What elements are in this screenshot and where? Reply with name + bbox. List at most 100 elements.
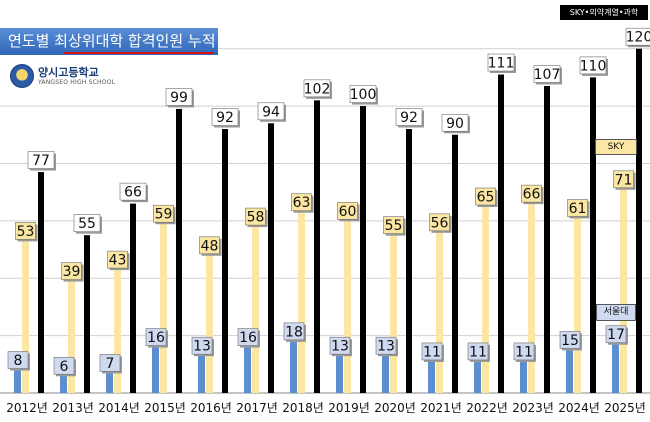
data-label-sky-box	[199, 236, 220, 255]
data-label-sky: 43	[109, 253, 127, 269]
x-tick-label: 2024년	[558, 401, 600, 415]
bar-sky	[298, 212, 305, 393]
bar-total	[590, 77, 596, 393]
chart-title: 연도별 최상위대학 합격인원 누적	[0, 28, 218, 55]
data-label-sky-box	[383, 216, 404, 234]
data-label-total: 92	[216, 110, 234, 126]
data-label-total-box	[625, 27, 650, 46]
bar-total	[176, 108, 182, 393]
x-tick-label: 2017년	[236, 401, 278, 415]
data-label-snu-box	[513, 342, 535, 361]
data-label-snu-box	[283, 322, 305, 341]
chart-title-text: 연도별 최상위대학 합격인원 누적	[8, 32, 216, 50]
data-label-sky: 48	[201, 238, 219, 254]
data-label-snu: 11	[423, 344, 441, 360]
data-label-total: 99	[170, 90, 188, 106]
data-label-sky-box	[15, 222, 36, 240]
data-label-sky-box	[521, 184, 542, 203]
school-emblem-icon	[10, 64, 34, 88]
bar-sky	[206, 255, 213, 393]
bar-sky	[436, 232, 443, 393]
school-name-english: YANGSEO HIGH SCHOOL	[38, 78, 116, 86]
bar-sky	[252, 226, 259, 393]
legend-sky: SKY	[595, 139, 637, 155]
bar-total	[452, 134, 458, 393]
bar-total	[38, 172, 44, 393]
data-label-total-box	[579, 56, 607, 75]
bar-total	[406, 129, 412, 393]
data-label-total-box	[303, 79, 331, 98]
school-logo-text: 양시고등학교 YANGSEO HIGH SCHOOL	[38, 67, 115, 86]
bar-snu	[612, 344, 619, 393]
data-label-sky: 71	[615, 172, 633, 188]
data-label-total: 77	[32, 153, 50, 169]
data-label-snu: 11	[515, 344, 533, 360]
data-label-snu: 13	[331, 339, 349, 355]
data-label-sky-box	[567, 199, 588, 217]
data-label-snu: 15	[561, 333, 579, 349]
data-label-snu-box	[53, 356, 75, 375]
data-label-total-box	[73, 214, 101, 232]
data-label-total: 107	[534, 67, 561, 83]
data-label-total: 110	[580, 58, 607, 74]
legend-snu: 서울대	[596, 304, 636, 321]
bar-snu	[244, 347, 251, 393]
data-label-snu-box	[605, 325, 627, 344]
bar-total	[268, 123, 274, 394]
data-label-sky: 55	[385, 218, 403, 234]
school-name: 양시고등학교	[38, 65, 99, 79]
bar-sky	[482, 206, 489, 393]
data-label-total-box	[211, 108, 239, 126]
data-label-total-box	[349, 85, 377, 103]
data-label-snu: 8	[14, 353, 23, 369]
bar-sky	[22, 240, 29, 393]
x-tick-label: 2012년	[6, 401, 48, 415]
data-label-total: 66	[124, 185, 142, 201]
data-label-snu-box	[421, 342, 443, 361]
data-label-sky-box	[107, 250, 128, 269]
x-tick-label: 2025년	[604, 401, 646, 415]
legend-total: SKY•의약계열•과학	[560, 5, 648, 20]
bar-snu	[290, 341, 297, 393]
bar-sky	[114, 269, 121, 393]
x-tick-label: 2016년	[190, 401, 232, 415]
bar-snu	[106, 372, 113, 393]
data-label-snu-box	[467, 342, 489, 361]
bar-sky	[528, 203, 535, 393]
data-label-snu: 16	[147, 330, 165, 346]
bar-snu	[474, 361, 481, 393]
data-label-snu-box	[145, 328, 167, 346]
x-tick-label: 2020년	[374, 401, 416, 415]
x-tick-label: 2015년	[144, 401, 186, 415]
data-label-total: 55	[78, 216, 96, 232]
data-label-sky-box	[245, 207, 266, 226]
data-label-total-box	[119, 182, 147, 201]
data-label-total-box	[257, 102, 285, 121]
data-label-total: 94	[262, 104, 280, 120]
bar-snu	[336, 355, 343, 393]
data-label-total: 100	[350, 87, 377, 103]
data-label-total: 120	[626, 30, 650, 46]
x-tick-label: 2023년	[512, 401, 554, 415]
x-tick-label: 2018년	[282, 401, 324, 415]
bar-snu	[152, 347, 159, 393]
data-label-snu: 16	[239, 330, 257, 346]
bar-sky	[620, 189, 627, 393]
bar-sky	[344, 220, 351, 393]
data-label-snu: 7	[106, 356, 115, 372]
data-label-sky: 58	[247, 210, 265, 226]
data-label-sky-box	[153, 204, 174, 223]
data-label-snu-box	[237, 328, 259, 346]
x-tick-label: 2021년	[420, 401, 462, 415]
x-tick-label: 2013년	[52, 401, 94, 415]
data-label-snu: 11	[469, 344, 487, 360]
bar-snu	[198, 355, 205, 393]
school-logo: 양시고등학교 YANGSEO HIGH SCHOOL	[10, 64, 115, 88]
data-label-total-box	[487, 53, 515, 72]
data-label-total: 90	[446, 116, 464, 132]
data-label-sky: 60	[339, 204, 357, 220]
title-underline	[64, 52, 214, 54]
data-label-snu-box	[375, 336, 397, 355]
bar-total	[314, 100, 320, 393]
